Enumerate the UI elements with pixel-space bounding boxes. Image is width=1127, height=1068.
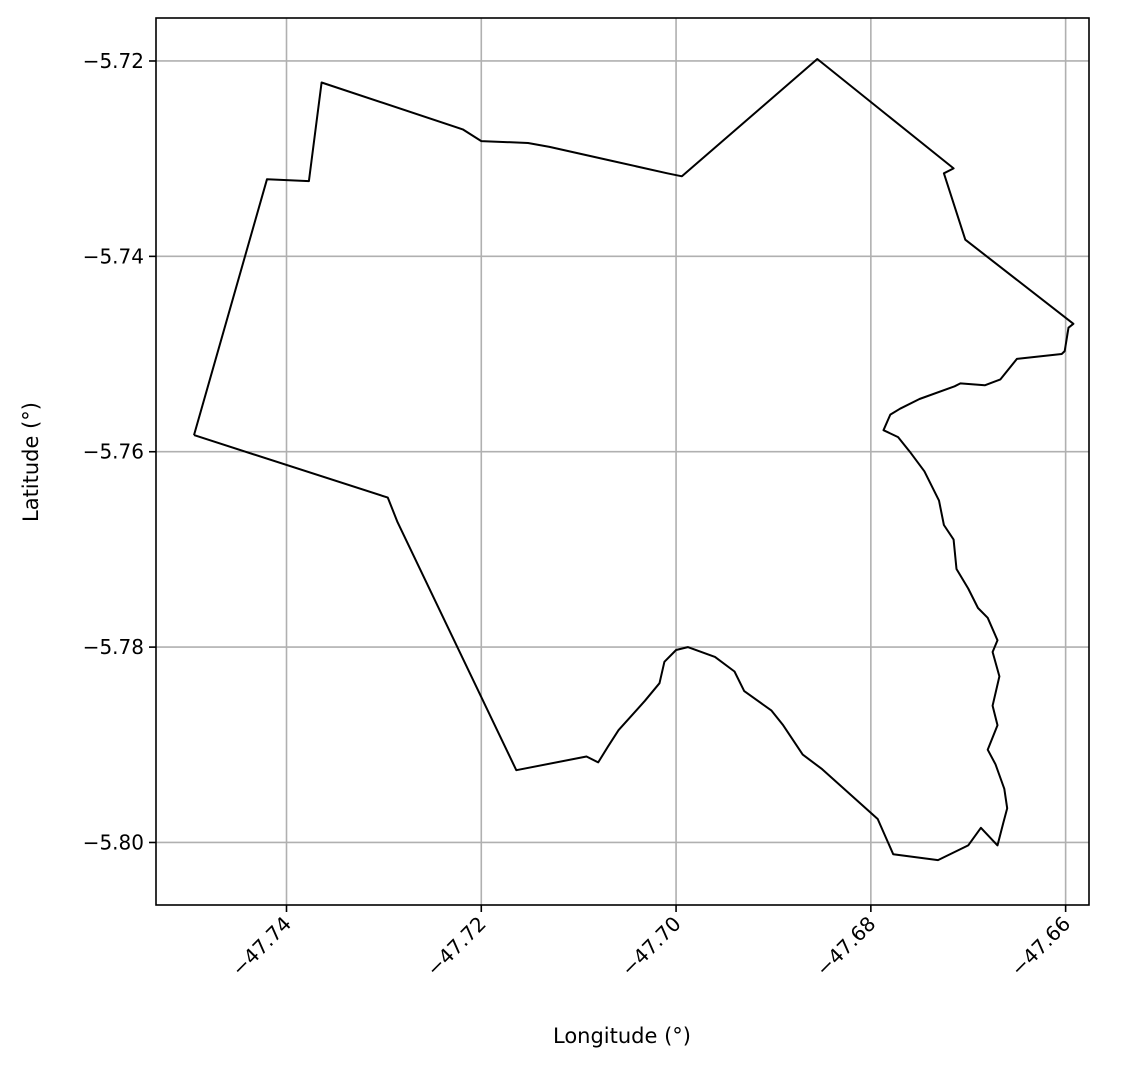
y-axis-ticks: −5.72 −5.74 −5.76 −5.78 −5.80 xyxy=(83,49,156,854)
y-tick-label: −5.76 xyxy=(83,440,144,464)
y-tick-label: −5.72 xyxy=(83,49,144,73)
y-tick-label: −5.74 xyxy=(83,244,144,268)
y-tick-label: −5.80 xyxy=(83,830,144,854)
boundary-outline xyxy=(193,58,1075,862)
plot-frame xyxy=(155,17,1090,906)
y-tick-label: −5.78 xyxy=(83,635,144,659)
municipality-boundary xyxy=(193,58,1075,862)
gridlines xyxy=(156,18,1089,905)
x-axis-label: Longitude (°) xyxy=(553,1024,691,1048)
y-axis-label: Latitude (°) xyxy=(19,402,43,522)
